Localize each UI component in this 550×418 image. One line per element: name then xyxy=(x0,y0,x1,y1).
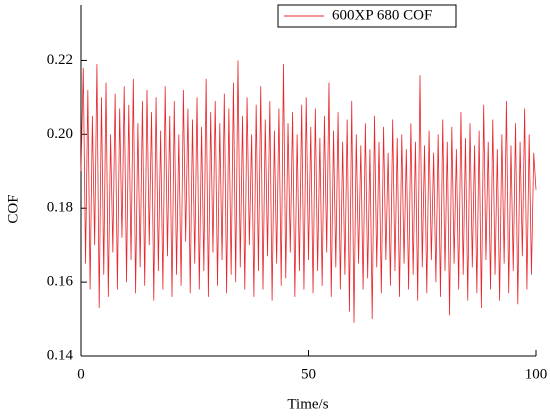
x-tick-label: 50 xyxy=(301,366,316,382)
y-tick-label: 0.22 xyxy=(47,52,73,68)
y-axis-label: COF xyxy=(5,194,21,223)
y-tick-label: 0.14 xyxy=(47,347,74,363)
y-tick-label: 0.20 xyxy=(47,126,73,142)
x-tick-label: 0 xyxy=(77,366,85,382)
legend-label: 600XP 680 COF xyxy=(332,7,432,23)
y-tick-label: 0.16 xyxy=(47,274,74,290)
y-tick-label: 0.18 xyxy=(47,200,73,216)
data-line xyxy=(80,60,537,323)
x-tick-label: 100 xyxy=(525,366,548,382)
legend-box xyxy=(277,4,457,28)
x-axis-label: Time/s xyxy=(287,396,328,412)
